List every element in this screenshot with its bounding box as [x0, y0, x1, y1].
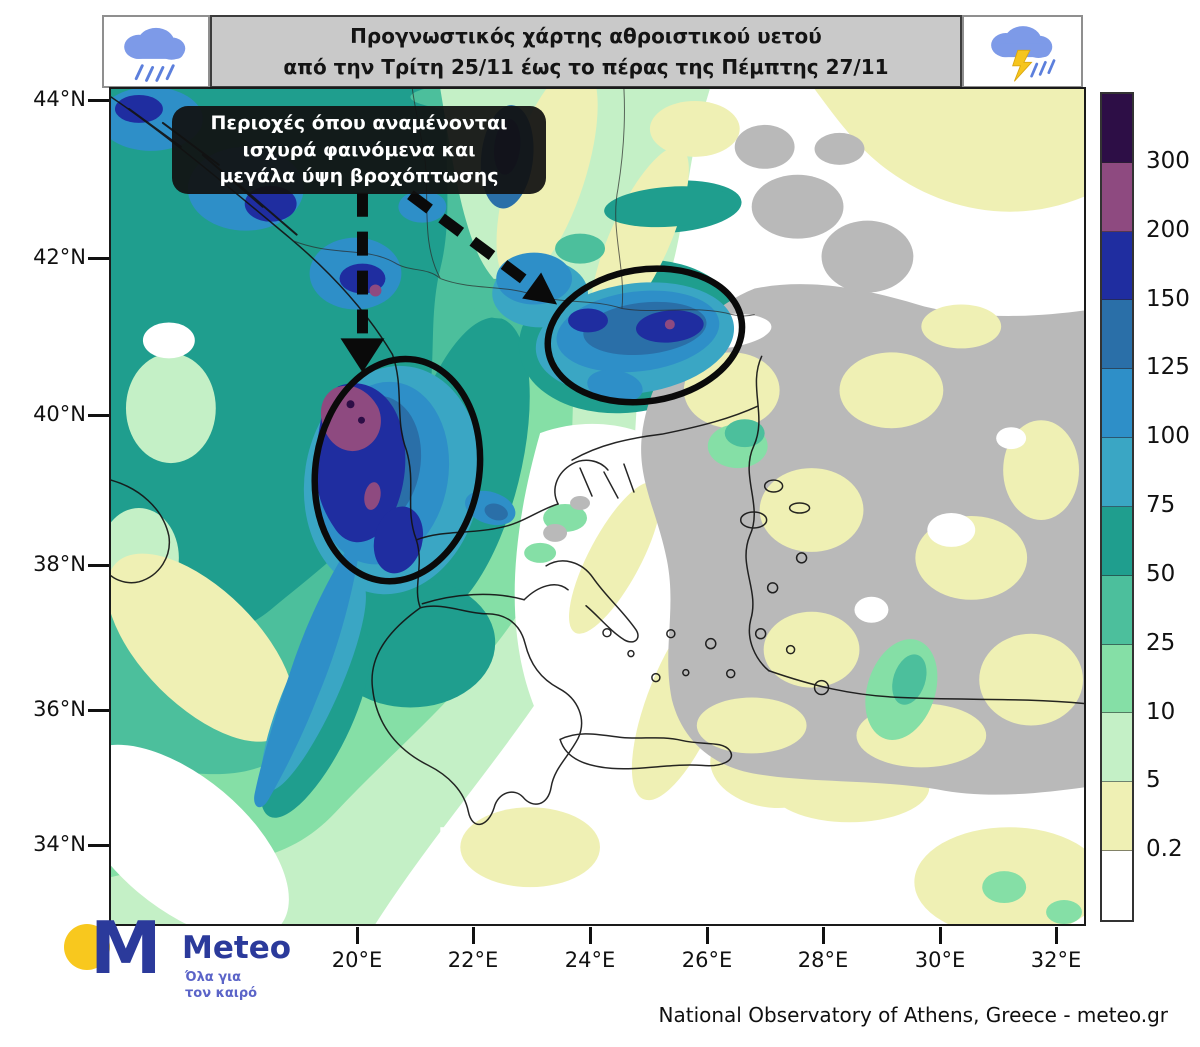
- precipitation-field: [111, 89, 1084, 924]
- logo-tagline-line2: τον καιρό: [185, 986, 258, 1002]
- logo-m-mark: M: [90, 906, 162, 990]
- logo-sun-icon: [64, 924, 110, 970]
- turkey-dry-landmass: [641, 124, 1084, 795]
- lat-tick: [88, 709, 109, 712]
- colorbar-tick-label: 200: [1146, 216, 1190, 243]
- colorbar-segment: [1102, 851, 1132, 920]
- heavy-rain-ellipse-west-greece: [311, 355, 484, 585]
- lat-label: 42°N: [33, 245, 86, 269]
- colorbar-segment: [1102, 782, 1132, 852]
- lat-label: 36°N: [33, 697, 86, 721]
- lon-tick: [939, 927, 942, 944]
- lat-tick: [88, 564, 109, 567]
- colorbar-tick-label: 50: [1146, 560, 1176, 587]
- colorbar-segment: [1102, 575, 1132, 645]
- colorbar-segment: [1102, 369, 1132, 439]
- colorbar-tick-label: 300: [1146, 147, 1190, 174]
- lon-label: 32°E: [1030, 948, 1082, 972]
- colorbar-segment: [1102, 506, 1132, 576]
- colorbar-tick-label: 75: [1146, 492, 1176, 518]
- header-left-icon-box: [102, 15, 210, 88]
- colorbar-tick-label: 100: [1146, 423, 1190, 450]
- logo-tagline: Όλα για τον καιρό: [185, 970, 257, 1003]
- colorbar-segment: [1102, 300, 1132, 370]
- colorbar-tick-label: 0.2: [1146, 836, 1183, 863]
- lon-label: 30°E: [914, 948, 966, 972]
- lon-tick: [706, 927, 709, 944]
- lon-label: 24°E: [564, 948, 616, 972]
- lat-tick: [88, 99, 109, 102]
- lat-tick: [88, 414, 109, 417]
- colorbar-segment: [1102, 231, 1132, 301]
- precipitation-map: [109, 87, 1086, 926]
- credit-text: National Observatory of Athens, Greece -…: [658, 1003, 1168, 1027]
- logo-tagline-line1: Όλα για: [185, 970, 242, 985]
- annotation-arrows: [356, 190, 532, 339]
- colorbar-tick-label: 25: [1146, 629, 1176, 656]
- map-title-line2: από την Τρίτη 25/11 έως το πέρας της Πέμ…: [283, 54, 889, 79]
- lat-label: 38°N: [33, 552, 86, 576]
- colorbar-segment: [1102, 438, 1132, 507]
- map-title-line1: Προγνωστικός χάρτης αθροιστικού υετού: [350, 23, 822, 48]
- rain-cloud-icon: [124, 27, 186, 82]
- arrowhead-diagonal-icon: [522, 272, 558, 305]
- heavy-rain-ellipse-northeast-greece: [544, 265, 746, 406]
- header-right-icon-box: [962, 15, 1083, 88]
- precipitation-colorbar: [1100, 92, 1134, 922]
- lon-tick: [822, 927, 825, 944]
- colorbar-segment: [1102, 94, 1132, 163]
- lon-tick: [589, 927, 592, 944]
- lon-label: 22°E: [447, 948, 499, 972]
- lon-label: 26°E: [681, 948, 733, 972]
- lat-label: 44°N: [33, 87, 86, 111]
- lon-tick: [1055, 927, 1058, 944]
- colorbar-tick-label: 125: [1146, 354, 1190, 381]
- colorbar-tick-label: 10: [1146, 698, 1176, 725]
- colorbar-tick-label: 150: [1146, 285, 1190, 312]
- colorbar-tick-label: 5: [1146, 767, 1161, 794]
- annotation-line3: μεγάλα ύψη βροχόπτωσης: [219, 165, 499, 188]
- lat-label: 40°N: [33, 402, 86, 426]
- lon-tick: [356, 927, 359, 944]
- lon-tick: [472, 927, 475, 944]
- lat-tick: [88, 844, 109, 847]
- colorbar-segment: [1102, 162, 1132, 232]
- annotation-box: Περιοχές όπου αναμένονται ισχυρά φαινόμε…: [172, 106, 546, 194]
- lat-tick: [88, 257, 109, 260]
- annotation-line1: Περιοχές όπου αναμένονται: [210, 111, 508, 134]
- colorbar-segment: [1102, 644, 1132, 714]
- map-title-bar: Προγνωστικός χάρτης αθροιστικού υετού απ…: [210, 15, 962, 88]
- lat-label: 34°N: [33, 832, 86, 856]
- lon-label: 28°E: [797, 948, 849, 972]
- colorbar-segment: [1102, 713, 1132, 783]
- logo-brand-text: Meteo: [182, 930, 292, 966]
- annotation-line2: ισχυρά φαινόμενα και: [242, 138, 476, 161]
- arrowhead-down-icon: [340, 338, 385, 373]
- lon-label: 20°E: [331, 948, 383, 972]
- storm-cloud-icon: [990, 25, 1055, 82]
